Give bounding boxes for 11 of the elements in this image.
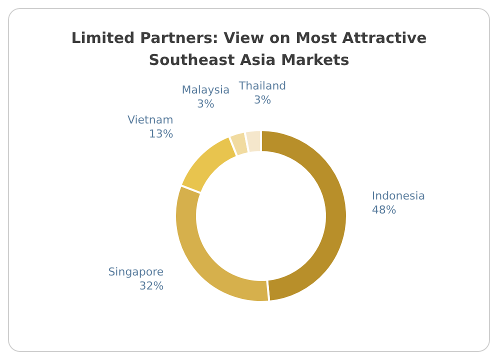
slice-label: Malaysia [182, 84, 230, 97]
data-label: 32% [139, 279, 164, 292]
data-label: 48% [372, 203, 396, 216]
chart-title: Limited Partners: View on Most Attractive Southeast Asia Markets [70, 28, 428, 71]
slice-label: Indonesia [372, 189, 426, 202]
data-label: 3% [197, 98, 214, 111]
slice-label: Thailand [238, 80, 286, 93]
slice-label: Singapore [108, 265, 164, 278]
data-label: 3% [254, 94, 272, 107]
data-label: 13% [148, 128, 174, 141]
slice-label: Vietnam [127, 114, 174, 127]
